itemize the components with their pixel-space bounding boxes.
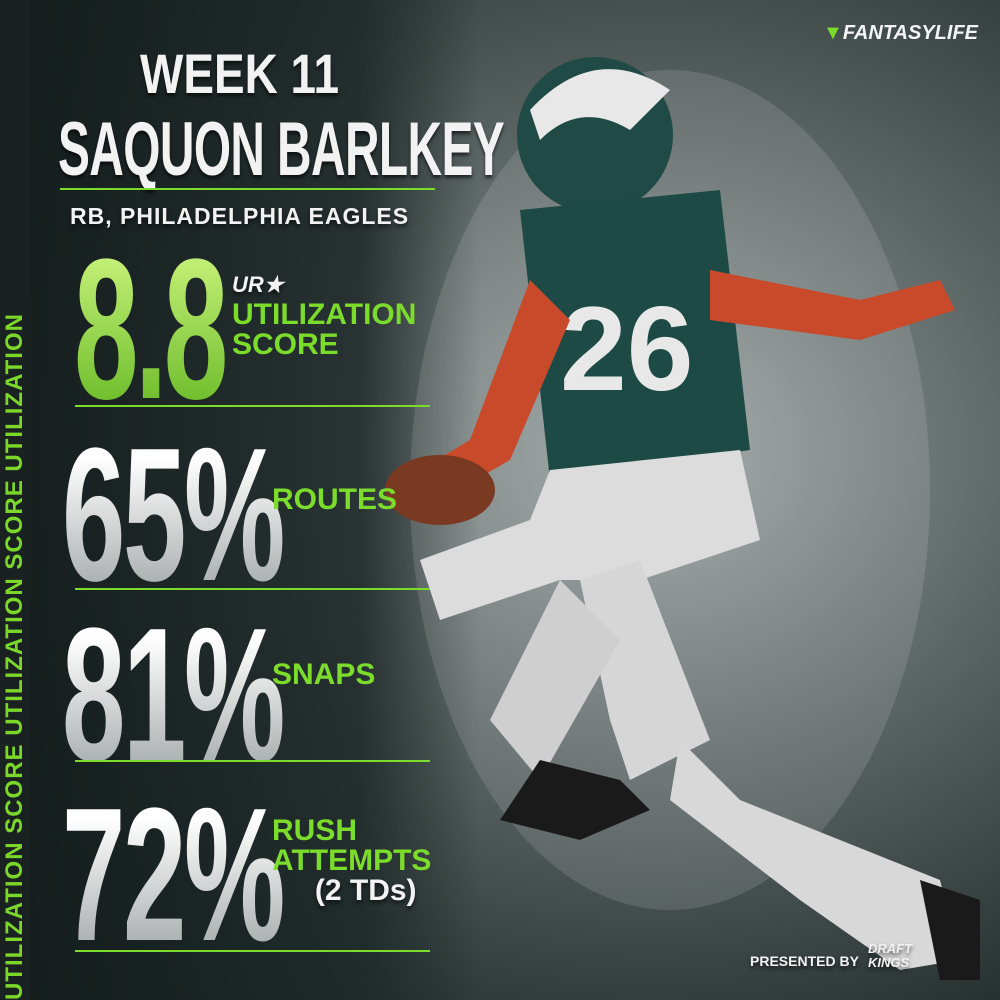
presented-by: PRESENTED BY <box>750 953 859 969</box>
score-label: UTILIZATION SCORE <box>232 300 416 360</box>
score-value: 8.8 <box>74 218 228 441</box>
divider <box>75 405 430 407</box>
score-badge: UR★ <box>232 272 284 297</box>
logo-mark: ▼ <box>823 22 843 44</box>
stat-value: 65% <box>62 409 285 621</box>
divider <box>60 188 435 190</box>
sidebar: UTILIZATION SCORE UTILIZATION SCORE UTIL… <box>0 0 30 1000</box>
sponsor: DRAFT KINGS <box>868 942 912 970</box>
score-label-line: SCORE <box>232 328 339 361</box>
stat-label-line: RUSH <box>272 814 358 847</box>
divider <box>75 760 430 762</box>
player-art: 26 <box>385 57 980 980</box>
week: WEEK 11 <box>140 42 340 105</box>
player-name: SAQUON BARLKEY <box>58 107 505 192</box>
logo-text: FANTASYLIFE <box>842 22 978 44</box>
stat-label: ROUTES <box>272 483 398 516</box>
score-label-line: UTILIZATION <box>232 298 417 331</box>
stat-value: 72% <box>62 769 285 981</box>
sidebar-text: UTILIZATION SCORE UTILIZATION SCORE UTIL… <box>1 313 28 1000</box>
divider <box>75 950 430 952</box>
sponsor-line: DRAFT <box>868 941 913 956</box>
stat-value: 81% <box>62 589 285 801</box>
stat-label: SNAPS <box>272 658 376 691</box>
stat-note: (2 TDs) <box>314 874 417 907</box>
svg-text:26: 26 <box>560 282 693 416</box>
stat-label: RUSH ATTEMPTS (2 TDs) <box>272 816 431 906</box>
position: RB, PHILADELPHIA EAGLES <box>70 203 410 229</box>
logo: ▼FANTASYLIFE <box>823 22 978 45</box>
divider <box>75 588 430 590</box>
sponsor-line: KINGS <box>868 955 910 970</box>
stat-label-line: ATTEMPTS <box>272 844 432 877</box>
